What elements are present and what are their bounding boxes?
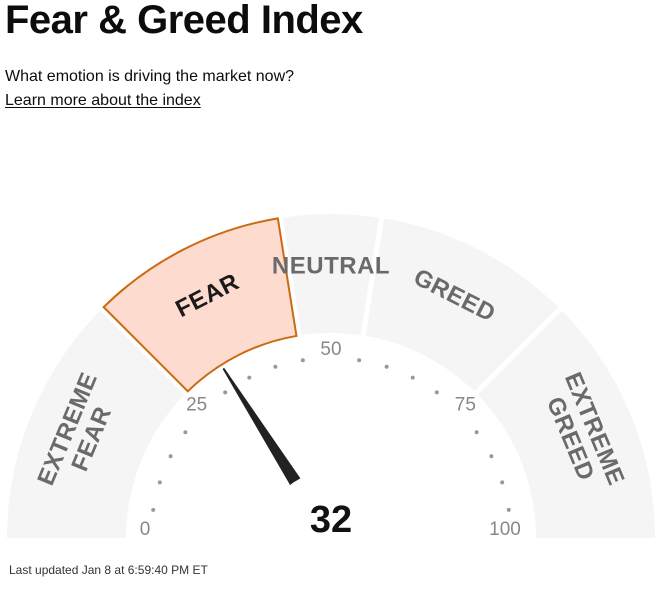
segment-neutral xyxy=(282,214,380,336)
scale-dot xyxy=(384,364,389,369)
tick-label: 0 xyxy=(140,519,151,540)
scale-dot xyxy=(183,430,188,435)
segment-extreme-fear xyxy=(7,310,185,538)
scale-dot xyxy=(489,454,494,459)
gauge-hub xyxy=(264,471,398,538)
tick-label: 50 xyxy=(320,339,341,360)
segment-greed xyxy=(365,218,559,392)
scale-dot xyxy=(223,390,228,395)
fear-greed-gauge: EXTREMEFEAR FEAR NEUTRAL GREED EXTREMEGREED 0… xyxy=(0,200,662,560)
scale-dot xyxy=(506,507,511,512)
learn-more-link[interactable]: Learn more about the index xyxy=(5,92,201,109)
segment-extreme-greed xyxy=(477,310,655,538)
tick-label: 100 xyxy=(489,519,521,540)
gauge-value: 32 xyxy=(310,499,352,541)
scale-dot xyxy=(434,390,439,395)
tick-label: 25 xyxy=(186,395,207,416)
scale-dot xyxy=(474,430,479,435)
page-title: Fear & Greed Index xyxy=(5,0,363,42)
segment-label-neutral: NEUTRAL xyxy=(272,253,390,280)
segment-fear xyxy=(102,217,298,393)
scale-dot xyxy=(500,480,505,485)
scale-dot xyxy=(247,375,252,380)
scale-dot xyxy=(168,454,173,459)
scale-dots xyxy=(151,358,511,512)
last-updated-timestamp: Last updated Jan 8 at 6:59:40 PM ET xyxy=(9,563,208,577)
scale-dot xyxy=(410,375,415,380)
scale-dot xyxy=(157,480,162,485)
page-subtitle: What emotion is driving the market now? xyxy=(5,68,295,85)
scale-dot xyxy=(151,507,156,512)
scale-dot xyxy=(300,358,305,363)
tick-label: 75 xyxy=(455,395,476,416)
scale-dot xyxy=(273,364,278,369)
scale-dot xyxy=(357,358,362,363)
